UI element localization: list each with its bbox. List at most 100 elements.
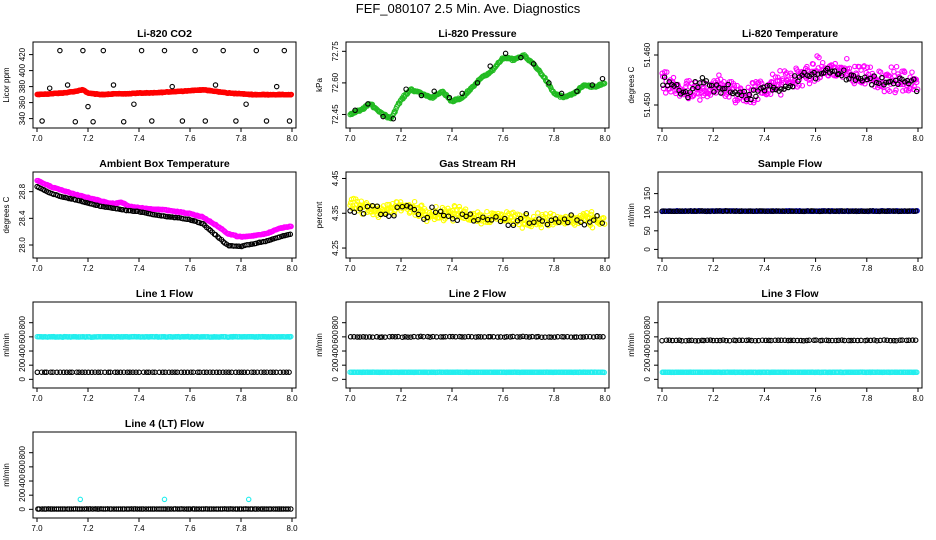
data-point <box>253 506 259 512</box>
data-point <box>891 337 897 344</box>
data-point <box>578 219 584 225</box>
data-point <box>405 334 411 340</box>
data-point <box>736 208 743 215</box>
data-point <box>776 208 782 214</box>
data-point <box>829 68 835 75</box>
data-point <box>275 506 281 512</box>
data-point <box>871 337 877 343</box>
data-point <box>721 78 727 85</box>
data-point <box>446 94 453 101</box>
data-point <box>84 506 90 512</box>
x-tick-label: 7.2 <box>395 394 407 403</box>
data-point <box>411 206 418 213</box>
data-point <box>810 61 816 67</box>
x-tick-label: 7.8 <box>861 394 873 403</box>
data-point <box>542 214 548 221</box>
series-sparse <box>39 47 293 125</box>
y-axis-label: kPa <box>315 78 324 92</box>
data-point <box>688 208 694 214</box>
data-point <box>403 369 409 376</box>
data-point <box>664 69 670 75</box>
data-point <box>352 107 358 114</box>
data-point <box>264 369 270 375</box>
series-sparse <box>347 203 606 229</box>
data-point <box>912 337 919 343</box>
data-point <box>523 334 530 340</box>
data-point <box>360 334 367 340</box>
data-point <box>775 74 781 81</box>
data-point <box>726 94 732 100</box>
data-point <box>816 54 822 61</box>
data-point <box>661 74 668 80</box>
data-point <box>92 506 99 512</box>
data-point <box>782 208 788 214</box>
data-point <box>105 204 112 211</box>
data-point <box>130 369 136 376</box>
data-point <box>542 211 549 217</box>
data-point <box>236 243 242 250</box>
data-point <box>659 337 665 344</box>
y-tick-label: 400 <box>18 474 27 488</box>
data-point <box>131 208 137 215</box>
data-point <box>233 118 239 124</box>
data-point <box>701 85 707 91</box>
data-point <box>717 337 723 344</box>
data-point <box>72 119 79 125</box>
data-point <box>899 68 905 74</box>
data-point <box>54 369 60 376</box>
x-tick-label: 7.6 <box>184 264 196 273</box>
y-tick-label: 420 <box>18 47 27 61</box>
data-point <box>82 369 88 376</box>
data-point <box>825 337 832 344</box>
x-tick-label: 7.4 <box>133 524 145 533</box>
data-point <box>722 85 728 92</box>
data-point <box>236 369 242 376</box>
data-point <box>847 208 854 214</box>
data-point <box>822 208 829 214</box>
data-point <box>258 506 264 512</box>
y-tick-label: 28.4 <box>18 210 27 226</box>
y-tick-label: 400 <box>331 344 340 358</box>
data-point <box>846 76 852 82</box>
data-point <box>773 208 780 214</box>
data-point <box>731 208 737 214</box>
data-point <box>136 369 142 376</box>
data-point <box>60 369 67 376</box>
data-point <box>799 208 806 214</box>
data-point <box>704 208 711 214</box>
data-point <box>714 208 720 214</box>
data-point <box>200 221 206 227</box>
data-point <box>881 337 887 343</box>
x-tick-label: 7.0 <box>656 394 668 403</box>
panel-p6: Sample Flow ml/min 7.0 7.2 7.4 7.6 7.8 8.0 0 50 10… <box>627 158 924 273</box>
data-point <box>666 337 673 343</box>
data-point <box>45 506 52 512</box>
data-point <box>862 337 868 344</box>
data-point <box>900 88 906 94</box>
data-point <box>895 71 901 77</box>
y-tick-label: 200 <box>18 488 27 502</box>
data-point <box>386 333 393 340</box>
data-point <box>351 209 358 216</box>
data-point <box>893 337 900 344</box>
data-point <box>867 208 873 214</box>
data-point <box>581 222 588 228</box>
data-point <box>456 333 463 340</box>
panel-frame <box>657 41 923 129</box>
data-point <box>224 506 230 512</box>
data-point <box>733 337 739 344</box>
data-point <box>146 369 152 376</box>
series-sparse <box>660 65 920 103</box>
data-point <box>753 93 759 100</box>
data-point <box>768 208 774 214</box>
panel-p10: Line 4 (LT) Flow ml/min 7.0 7.2 7.4 7.6 7.8 8.0… <box>2 418 298 533</box>
panel-frame <box>345 171 610 259</box>
data-point <box>693 208 699 214</box>
data-point <box>127 369 133 376</box>
x-tick-label: 7.2 <box>82 524 94 533</box>
data-point <box>287 231 294 238</box>
data-point <box>707 92 714 98</box>
data-point <box>523 210 530 217</box>
data-point <box>538 334 545 340</box>
panel-title: Sample Flow <box>758 158 823 170</box>
